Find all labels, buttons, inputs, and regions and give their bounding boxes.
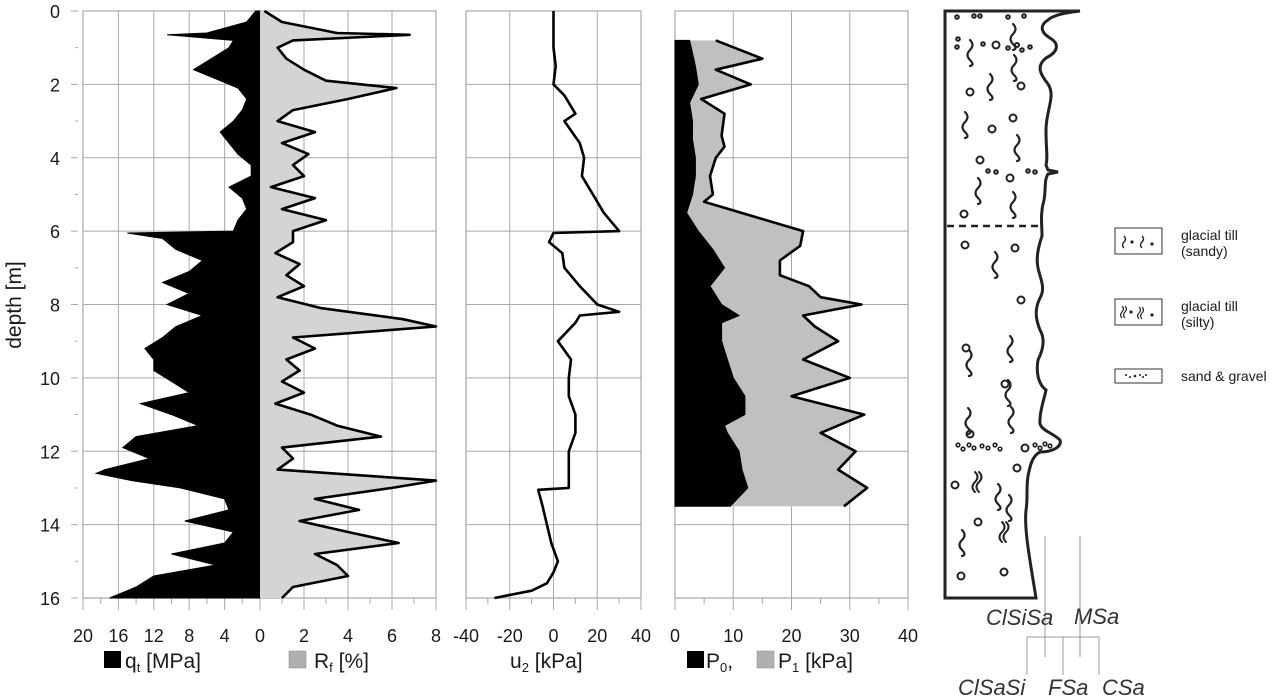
silty-till-swatch [1114,298,1163,326]
p0-swatch [687,651,704,668]
qt-legend: qt [MPa] [104,650,201,675]
rf-tick-label: 8 [431,626,441,646]
p0-p1-panel: 0 10 20 30 40 [670,10,918,646]
svg-text:glacial till: glacial till [1181,298,1238,314]
depth-axis-title: depth [m] [3,261,26,349]
u2-tick-label: 0 [548,626,558,646]
strat-legend: glacial till (sandy) glacial till (silty… [1114,227,1267,384]
u2-line [494,11,621,600]
qt-rf-panel: 20 16 12 8 4 0 2 4 6 8 [73,9,441,646]
legend-item-silty-till: glacial till (silty) [1114,298,1238,330]
depth-tick-label: 4 [50,149,60,169]
soil-label-clsisa: ClSiSa [986,605,1053,630]
qt-sub: t [137,660,141,675]
depth-tick-label: 10 [40,369,60,389]
depth-tick-label: 2 [50,75,60,95]
sand-gravel-swatch [1114,368,1163,384]
p-tick-label: 10 [723,626,743,646]
p-legend: P0, P1 [kPa] [687,650,853,675]
depth-tick-label: 8 [50,296,60,316]
rf-swatch [288,650,307,669]
u2-unit: [kPa] [529,650,583,673]
u2-title: u2 [kPa] [510,650,583,675]
rf-unit: [%] [333,650,369,673]
depth-tick-label: 14 [40,516,60,536]
qt-tick-label: 12 [144,626,164,646]
p0-unit: , [727,650,733,673]
p1-unit: [kPa] [799,650,853,673]
u2-sub: 2 [522,660,529,675]
svg-text:P1 [kPa]: P1 [kPa] [778,650,853,675]
u2-tick-label: 40 [631,626,651,646]
qt-area [94,10,261,599]
p-tick-label: 40 [898,626,918,646]
p0-area [674,39,749,507]
depth-axis: 0 2 4 6 8 10 12 14 16 [40,2,78,609]
p1-label: P [778,650,792,673]
u2-tick-label: 20 [587,626,607,646]
svg-text:P0,: P0, [706,650,733,675]
qt-tick-label: 16 [108,626,128,646]
qt-tick-label: 4 [220,626,230,646]
svg-text:sand & gravel: sand & gravel [1181,368,1267,384]
u2-tick-label: -40 [453,626,479,646]
sandy-till-swatch [1114,227,1163,255]
svg-text:Rf [%]: Rf [%] [314,650,369,675]
u2-tick-label: -20 [497,626,523,646]
qt-swatch [104,651,121,668]
svg-text:glacial till: glacial till [1181,227,1238,243]
qt-tick-label: 0 [255,626,265,646]
rf-tick-label: 4 [343,626,353,646]
legend-item-sand-gravel: sand & gravel [1114,368,1267,384]
legend-item-sandy-till: glacial till (sandy) [1114,227,1238,259]
rf-line [263,9,438,599]
rf-tick-label: 6 [387,626,397,646]
qt-unit: [MPa] [140,650,201,673]
soil-label-csa: CSa [1102,675,1145,698]
rf-legend: Rf [%] [288,650,369,675]
depth-tick-label: 6 [50,222,60,242]
rf-tick-label: 2 [299,626,309,646]
silty-till-line1: glacial till [1181,298,1238,314]
depth-tick-label: 16 [40,589,60,609]
svg-text:qt [MPa]: qt [MPa] [125,650,201,675]
p0-sub: 0 [720,660,727,675]
silty-till-line2: (silty) [1181,314,1214,330]
qt-tick-label: 20 [73,626,93,646]
qt-tick-label: 8 [184,626,194,646]
p1-line [699,39,869,508]
qt-label: q [125,650,137,673]
p-tick-label: 20 [781,626,801,646]
soil-label-clsasi: ClSaSi [958,675,1026,698]
rf-label: R [314,650,329,673]
soil-label-fsa: FSa [1048,675,1088,698]
svg-text:u2 [kPa]: u2 [kPa] [510,650,583,675]
p-tick-label: 30 [840,626,860,646]
soil-scale: ClSiSa MSa ClSaSi FSa CSa [958,536,1145,698]
depth-tick-label: 12 [40,442,60,462]
svg-text:(silty): (silty) [1181,314,1214,330]
svg-text:(sandy): (sandy) [1181,243,1228,259]
depth-tick-label: 0 [50,2,60,22]
stratigraphic-column [943,9,1081,600]
u2-label: u [510,650,522,673]
p-tick-label: 0 [670,626,680,646]
rf-sub: f [329,660,333,675]
u2-panel: -40 -20 0 20 40 [453,10,651,646]
sand-gravel-label: sand & gravel [1181,368,1267,384]
p0-label: P [706,650,720,673]
p1-sub: 1 [792,660,799,675]
p1-swatch [756,650,775,669]
column-outline [943,9,1081,600]
till-symbols [950,13,1053,581]
sandy-till-line1: glacial till [1181,227,1238,243]
sandy-till-line2: (sandy) [1181,243,1228,259]
rf-area [260,11,436,598]
soil-label-msa: MSa [1074,604,1119,629]
